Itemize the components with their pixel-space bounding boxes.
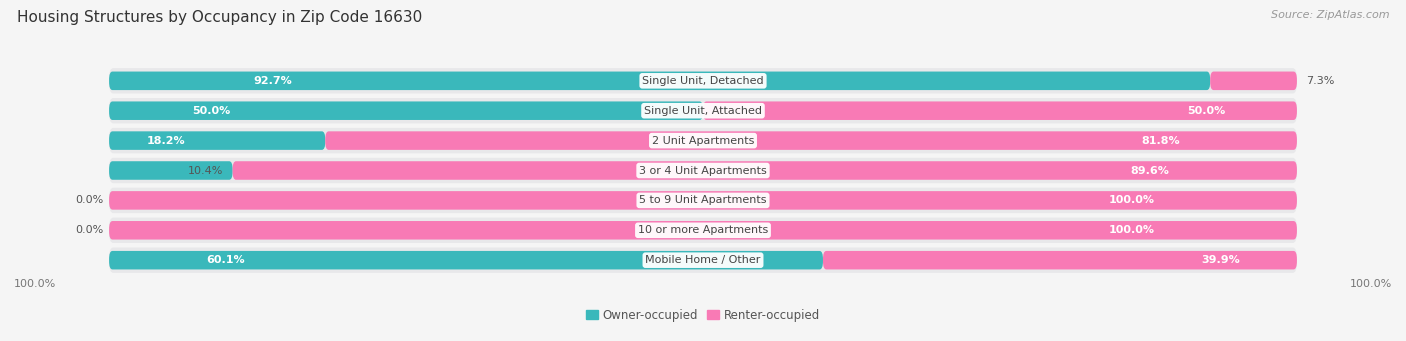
Text: 50.0%: 50.0% <box>1188 106 1226 116</box>
Text: 89.6%: 89.6% <box>1130 165 1170 176</box>
FancyBboxPatch shape <box>110 218 1296 243</box>
Text: 81.8%: 81.8% <box>1142 136 1180 146</box>
FancyBboxPatch shape <box>110 161 232 180</box>
FancyBboxPatch shape <box>823 251 1296 269</box>
Text: 100.0%: 100.0% <box>1108 225 1154 235</box>
FancyBboxPatch shape <box>110 221 1296 240</box>
Text: Source: ZipAtlas.com: Source: ZipAtlas.com <box>1271 10 1389 20</box>
Text: 100.0%: 100.0% <box>1108 195 1154 205</box>
Text: Mobile Home / Other: Mobile Home / Other <box>645 255 761 265</box>
Text: 10 or more Apartments: 10 or more Apartments <box>638 225 768 235</box>
Text: 0.0%: 0.0% <box>75 195 103 205</box>
Text: 3 or 4 Unit Apartments: 3 or 4 Unit Apartments <box>640 165 766 176</box>
FancyBboxPatch shape <box>110 248 1296 273</box>
Text: 60.1%: 60.1% <box>207 255 245 265</box>
Text: 92.7%: 92.7% <box>253 76 292 86</box>
Text: 50.0%: 50.0% <box>193 106 231 116</box>
Text: 2 Unit Apartments: 2 Unit Apartments <box>652 136 754 146</box>
Text: Single Unit, Detached: Single Unit, Detached <box>643 76 763 86</box>
FancyBboxPatch shape <box>232 161 1296 180</box>
Text: 100.0%: 100.0% <box>14 279 56 289</box>
Text: 5 to 9 Unit Apartments: 5 to 9 Unit Apartments <box>640 195 766 205</box>
FancyBboxPatch shape <box>703 101 1296 120</box>
Text: 10.4%: 10.4% <box>188 165 224 176</box>
Text: Housing Structures by Occupancy in Zip Code 16630: Housing Structures by Occupancy in Zip C… <box>17 10 422 25</box>
Text: 18.2%: 18.2% <box>146 136 186 146</box>
Text: 0.0%: 0.0% <box>75 225 103 235</box>
FancyBboxPatch shape <box>110 251 823 269</box>
FancyBboxPatch shape <box>110 72 1211 90</box>
Text: 39.9%: 39.9% <box>1201 255 1240 265</box>
FancyBboxPatch shape <box>110 188 1296 213</box>
Text: 100.0%: 100.0% <box>1350 279 1392 289</box>
FancyBboxPatch shape <box>110 131 325 150</box>
FancyBboxPatch shape <box>1211 72 1296 90</box>
FancyBboxPatch shape <box>110 101 703 120</box>
FancyBboxPatch shape <box>325 131 1296 150</box>
FancyBboxPatch shape <box>110 98 1296 123</box>
FancyBboxPatch shape <box>110 68 1296 93</box>
Legend: Owner-occupied, Renter-occupied: Owner-occupied, Renter-occupied <box>586 309 820 322</box>
FancyBboxPatch shape <box>110 128 1296 153</box>
Text: Single Unit, Attached: Single Unit, Attached <box>644 106 762 116</box>
Text: 7.3%: 7.3% <box>1306 76 1334 86</box>
FancyBboxPatch shape <box>110 191 1296 210</box>
FancyBboxPatch shape <box>110 158 1296 183</box>
